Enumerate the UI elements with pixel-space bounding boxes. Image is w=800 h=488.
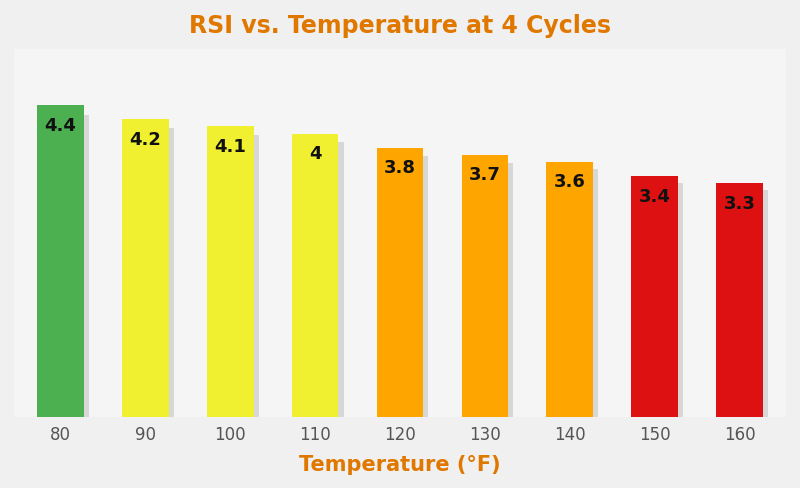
Bar	[38, 106, 84, 417]
X-axis label: Temperature (°F): Temperature (°F)	[299, 454, 501, 474]
Bar	[42, 115, 89, 417]
Text: 4: 4	[309, 145, 322, 163]
Text: 3.8: 3.8	[384, 159, 416, 177]
Bar	[127, 129, 174, 417]
Bar	[636, 184, 683, 417]
Text: 3.7: 3.7	[469, 166, 501, 184]
Text: 3.3: 3.3	[723, 194, 755, 212]
Bar	[207, 127, 254, 417]
Bar	[716, 183, 762, 417]
Bar	[551, 170, 598, 417]
Text: 4.1: 4.1	[214, 138, 246, 156]
Text: 3.4: 3.4	[638, 187, 670, 205]
Bar	[212, 136, 258, 417]
Text: 3.6: 3.6	[554, 173, 586, 191]
Bar	[377, 148, 423, 417]
Bar	[721, 191, 768, 417]
Text: 4.2: 4.2	[130, 131, 162, 149]
Bar	[382, 157, 429, 417]
Bar	[462, 155, 508, 417]
Bar	[292, 134, 338, 417]
Bar	[546, 163, 593, 417]
Bar	[466, 163, 514, 417]
Bar	[122, 120, 169, 417]
Text: 4.4: 4.4	[45, 117, 77, 135]
Bar	[297, 142, 343, 417]
Bar	[631, 177, 678, 417]
Title: RSI vs. Temperature at 4 Cycles: RSI vs. Temperature at 4 Cycles	[189, 14, 611, 38]
